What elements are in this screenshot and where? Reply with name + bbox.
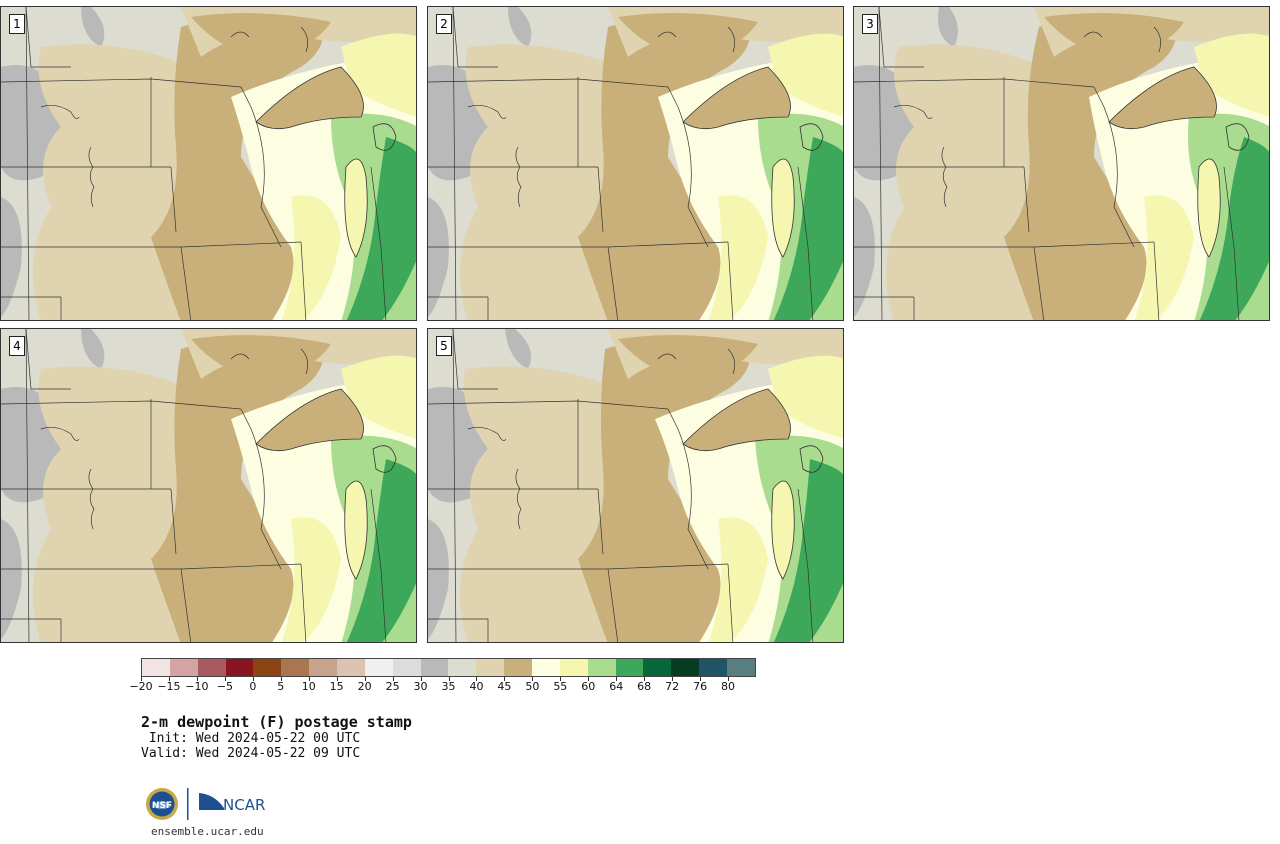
colorbar-tick-label: 0 (249, 680, 257, 693)
colorbar-swatch (727, 659, 755, 676)
colorbar-tick-label: 25 (385, 680, 400, 693)
footer-url: ensemble.ucar.edu (151, 825, 264, 838)
colorbar-swatch (699, 659, 728, 676)
colorbar-swatch (448, 659, 477, 676)
logos: NSF NCAR (146, 788, 265, 820)
colorbar-swatch (671, 659, 700, 676)
colorbar-tick-mark (308, 677, 310, 681)
colorbar-swatch (364, 659, 393, 676)
colorbar-tick-label: 40 (469, 680, 484, 693)
colorbar-swatch (532, 659, 560, 676)
colorbar-tick-mark (141, 677, 142, 681)
colorbar-tick-label: 15 (329, 680, 344, 693)
valid-time: Valid: Wed 2024-05-22 09 UTC (141, 746, 361, 761)
colorbar-tick-mark (672, 677, 674, 681)
colorbar-tick-label: 72 (665, 680, 680, 693)
colorbar-tick-mark (336, 677, 338, 681)
panel-number: 2 (436, 14, 452, 34)
dewpoint-map (1, 7, 416, 320)
colorbar-tick-mark (364, 677, 366, 681)
colorbar-tick-mark (504, 677, 506, 681)
colorbar-swatch (309, 659, 338, 676)
dewpoint-map (854, 7, 1269, 320)
colorbar-tick-mark (448, 677, 450, 681)
colorbar-swatch (253, 659, 282, 676)
colorbar-tick-label: 30 (413, 680, 428, 693)
map-panel-5: 5 (427, 328, 844, 643)
map-panel-2: 2 (427, 6, 844, 321)
colorbar-tick-mark (196, 677, 198, 681)
ncar-logo-text: NCAR (223, 796, 265, 814)
colorbar-tick-label: 45 (497, 680, 512, 693)
colorbar-tick-mark (224, 677, 226, 681)
map-panel-4: 4 (0, 328, 417, 643)
colorbar-tick-mark (280, 677, 282, 681)
colorbar-tick-mark (420, 677, 422, 681)
colorbar-swatch (615, 659, 644, 676)
colorbar-tick-mark (644, 677, 646, 681)
colorbar-tick-mark (560, 677, 562, 681)
colorbar-swatch (559, 659, 588, 676)
chart-title: 2-m dewpoint (F) postage stamp (141, 713, 412, 731)
nsf-logo-icon: NSF (146, 788, 178, 820)
colorbar-swatch (587, 659, 616, 676)
colorbar-swatch (504, 659, 533, 676)
colorbar-swatch (142, 659, 170, 676)
colorbar-tick-label: 10 (301, 680, 316, 693)
colorbar-tick-label: 20 (357, 680, 372, 693)
colorbar-tick-mark (476, 677, 478, 681)
colorbar-tick-label: −15 (157, 680, 181, 693)
colorbar-tick-label: −5 (216, 680, 233, 693)
colorbar-swatch (225, 659, 254, 676)
colorbar (141, 658, 756, 677)
colorbar-tick-mark (728, 677, 730, 681)
colorbar-tick-label: 64 (609, 680, 624, 693)
colorbar-tick-label: 5 (277, 680, 285, 693)
colorbar-tick-label: 60 (581, 680, 596, 693)
panel-number: 1 (9, 14, 25, 34)
dewpoint-map (428, 7, 843, 320)
dewpoint-map (428, 329, 843, 642)
colorbar-ticks: −20 −15 −10 −5 0 5 10 15 20 25 30 35 40 45 50 55 60 64 68 7… (129, 677, 756, 696)
colorbar-swatch (281, 659, 310, 676)
colorbar-swatch (337, 659, 365, 676)
map-panel-1: 1 (0, 6, 417, 321)
map-panel-3: 3 (853, 6, 1270, 321)
colorbar-tick-label: 35 (441, 680, 456, 693)
colorbar-tick-label: 50 (525, 680, 540, 693)
colorbar-tick-label: −10 (185, 680, 209, 693)
colorbar-swatch (643, 659, 672, 676)
colorbar-tick-label: −20 (129, 680, 153, 693)
colorbar-swatch (476, 659, 505, 676)
colorbar-tick-mark (532, 677, 534, 681)
colorbar-swatch (169, 659, 198, 676)
dewpoint-map (1, 329, 416, 642)
init-time: Init: Wed 2024-05-22 00 UTC (141, 731, 361, 746)
nsf-logo-text: NSF (152, 801, 172, 811)
colorbar-tick-label: 76 (693, 680, 708, 693)
colorbar-tick-label: 68 (637, 680, 652, 693)
colorbar-tick-mark (168, 677, 170, 681)
colorbar-tick-label: 80 (721, 680, 736, 693)
colorbar-swatch (197, 659, 226, 676)
panel-number: 5 (436, 336, 452, 356)
colorbar-tick-mark (252, 677, 254, 681)
colorbar-tick-label: 55 (553, 680, 568, 693)
ncar-logo-icon: NCAR (199, 792, 265, 814)
colorbar-swatch (420, 659, 449, 676)
colorbar-tick-mark (616, 677, 618, 681)
colorbar-tick-mark (588, 677, 590, 681)
colorbar-tick-mark (700, 677, 702, 681)
panel-number: 4 (9, 336, 25, 356)
colorbar-tick-mark (392, 677, 394, 681)
panel-number: 3 (862, 14, 878, 34)
colorbar-swatch (392, 659, 421, 676)
